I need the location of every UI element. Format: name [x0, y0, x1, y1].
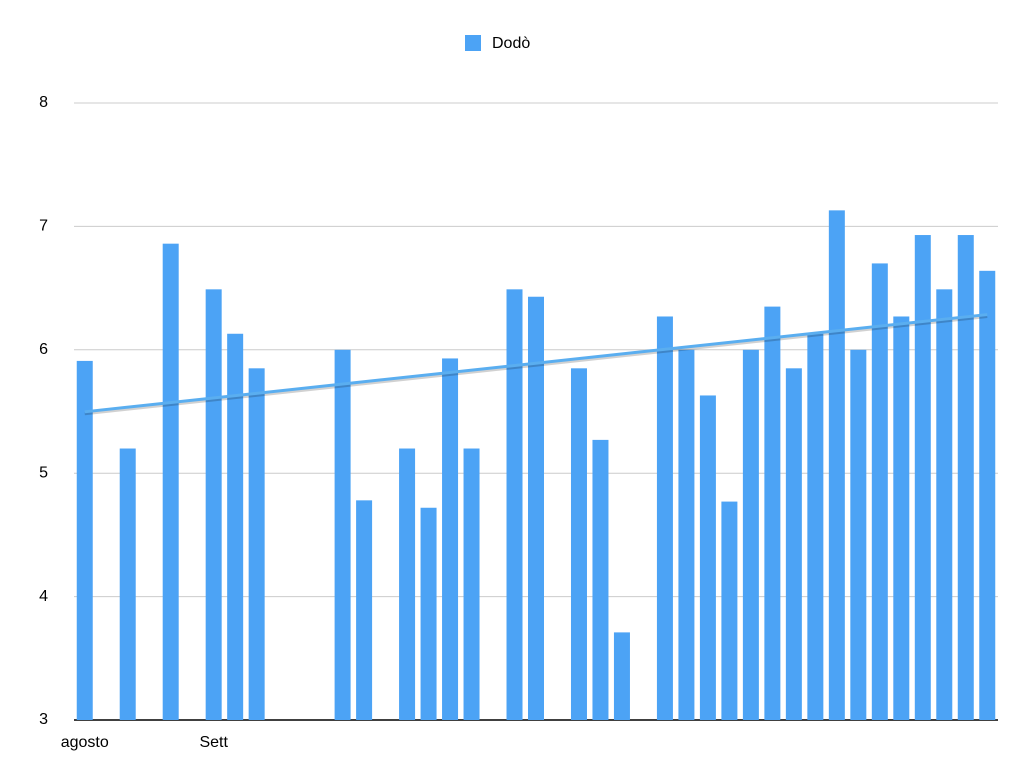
y-tick-label: 5 [39, 464, 48, 481]
bar [76, 360, 93, 720]
bar [785, 368, 802, 720]
bar [399, 448, 416, 720]
bar [914, 235, 931, 720]
legend-swatch [465, 35, 481, 51]
bar [334, 349, 351, 720]
y-tick-label: 6 [39, 341, 48, 358]
bar [463, 448, 480, 720]
bar [850, 349, 867, 720]
bar [699, 395, 716, 720]
bar [936, 289, 953, 720]
bar [248, 368, 265, 720]
y-tick-label: 8 [39, 94, 48, 111]
bar [420, 507, 437, 720]
bar [162, 243, 179, 720]
x-tick-label: Sett [199, 734, 228, 751]
bar [656, 316, 673, 720]
bar [721, 501, 738, 720]
trendline-shadow [84, 315, 988, 416]
x-tick-label: agosto [61, 734, 109, 751]
trendline [84, 313, 988, 414]
bar [678, 349, 695, 720]
y-tick-label: 3 [39, 711, 48, 728]
y-tick-label: 4 [39, 588, 48, 605]
bar [828, 210, 845, 720]
bar [506, 289, 523, 720]
bar [356, 500, 373, 720]
bar [442, 358, 459, 720]
bar [871, 263, 888, 720]
bar [957, 235, 974, 720]
bar [119, 448, 136, 720]
bar [227, 333, 244, 720]
bar [592, 439, 609, 720]
bar [613, 632, 630, 720]
bar [764, 306, 781, 720]
bar [979, 270, 996, 720]
bar [528, 296, 544, 720]
bar [570, 368, 587, 720]
y-tick-label: 7 [39, 218, 48, 235]
bar [807, 333, 824, 720]
legend-label: Dodò [492, 35, 530, 52]
bar [205, 289, 222, 720]
bar [742, 349, 759, 720]
bar [893, 316, 910, 720]
